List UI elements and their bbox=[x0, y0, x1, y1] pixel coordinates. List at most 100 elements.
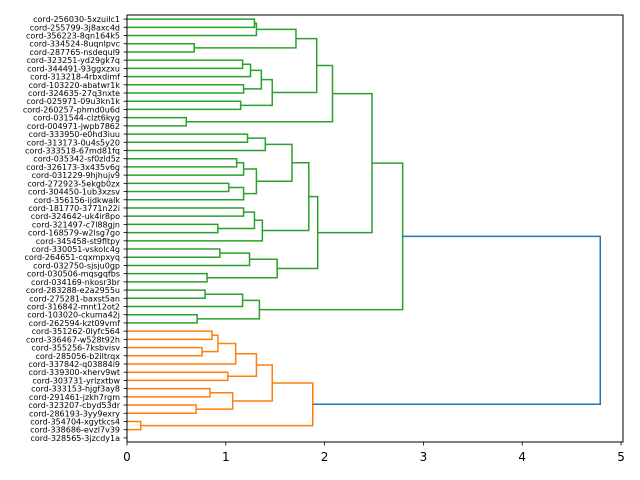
dendrogram-link-d2 bbox=[127, 137, 267, 152]
leaf-label: cord-330051-vskolc4g bbox=[31, 245, 120, 254]
leaf-label: cord-345458-st9fltpy bbox=[36, 237, 120, 246]
leaf-label: cord-260257-phmd0u6d bbox=[23, 105, 120, 114]
dendrogram-link-d5 bbox=[127, 182, 230, 193]
dendrogram-link-b3 bbox=[127, 84, 245, 94]
dendrogram-link-e4 bbox=[127, 219, 264, 242]
leaf-label: cord-333518-67md81fq bbox=[25, 146, 120, 155]
leaf-label: cord-324635-27q3nxte bbox=[28, 89, 120, 98]
x-tick-label: 1 bbox=[222, 450, 230, 464]
leaf-label: cord-328565-3jzcdy1a bbox=[30, 434, 120, 443]
dendrogram-link-e2 bbox=[127, 223, 219, 234]
leaf-label: cord-354704-xgytkcs4 bbox=[30, 417, 120, 426]
leaf-label: cord-316842-mnt12ot2 bbox=[27, 303, 120, 312]
dendrogram-link-c2 bbox=[127, 116, 188, 127]
leaf-label: cord-323207-cbyd53dr bbox=[28, 401, 120, 410]
dendrogram-link-h8 bbox=[127, 404, 197, 415]
dendrogram-link-f5 bbox=[277, 195, 319, 270]
dendrogram-link-e3 bbox=[217, 211, 256, 230]
leaf-label: cord-336467-w528t92h bbox=[26, 335, 120, 344]
dendrogram-link-h6 bbox=[227, 352, 258, 378]
leaf-label: cord-264651-cqxmpxyq bbox=[25, 253, 120, 262]
dendrogram-link-g0 bbox=[317, 92, 373, 234]
leaf-label: cord-031544-clzt6kyg bbox=[33, 114, 120, 123]
leaf-label: cord-355256-7ksbvisv bbox=[31, 344, 120, 353]
dendrogram-link-g5 bbox=[259, 162, 404, 311]
x-tick-label: 2 bbox=[321, 450, 329, 464]
leaf-label: cord-283288-e2a2955u bbox=[26, 286, 120, 295]
dendrogram-link-e1 bbox=[127, 207, 245, 217]
leaf-label: cord-339300-xherv9wt bbox=[29, 368, 120, 377]
dendrogram-link-b1 bbox=[127, 59, 244, 70]
dendrogram-link-f1 bbox=[127, 248, 221, 258]
leaf-label: cord-287765-nsdequl9 bbox=[29, 48, 120, 57]
leaf-label: cord-323251-yd29gk7q bbox=[26, 56, 120, 65]
dendrogram-link-d7 bbox=[243, 168, 258, 195]
dendrogram-link-b4 bbox=[243, 69, 263, 90]
leaf-label: cord-356223-8qn164k5 bbox=[26, 32, 120, 41]
dendrogram-link-a1 bbox=[127, 18, 256, 29]
dendrogram-link-a4 bbox=[194, 28, 297, 49]
leaf-label: cord-344491-93ggxzxu bbox=[27, 64, 120, 73]
leaf-label: cord-275281-baxst5an bbox=[29, 294, 120, 303]
leaf-label: cord-103220-abatwr1k bbox=[29, 81, 121, 90]
dendrogram-link-b6 bbox=[240, 78, 273, 107]
dendrogram-link-d6 bbox=[127, 186, 245, 201]
dendrogram-link-h10 bbox=[232, 364, 273, 402]
dendrogram-link-h9 bbox=[196, 391, 234, 410]
dendrogram-link-h11 bbox=[127, 420, 142, 431]
leaf-label: cord-256030-5xzuilc1 bbox=[33, 15, 120, 24]
dendrogram-link-h3 bbox=[202, 334, 219, 353]
dendrogram-link-e5 bbox=[262, 162, 310, 232]
plot-frame bbox=[126, 14, 624, 443]
leaf-label: cord-324642-uk4ir8po bbox=[31, 212, 120, 221]
dendrogram-link-f4 bbox=[207, 258, 278, 279]
dendrogram-links bbox=[127, 18, 602, 431]
leaf-label: cord-285056-b2iltrqx bbox=[35, 352, 120, 361]
leaf-label: cord-338686-evzl7v39 bbox=[30, 426, 120, 435]
dendrogram-link-h1 bbox=[127, 330, 213, 341]
leaf-label: cord-004971-jwpb7862 bbox=[27, 122, 120, 131]
dendrogram-link-g1 bbox=[127, 289, 206, 300]
x-tick-label: 3 bbox=[420, 450, 428, 464]
dendrogram-link-a2 bbox=[127, 22, 258, 37]
dendrogram-link-h2 bbox=[127, 346, 203, 357]
dendrogram-link-f3 bbox=[127, 272, 208, 283]
leaf-label: cord-262594-kzt09vmf bbox=[29, 319, 121, 328]
dendrogram-link-b5 bbox=[127, 100, 242, 111]
dendrogram-link-g3 bbox=[127, 313, 198, 324]
leaf-label: cord-351262-0lyfc564 bbox=[32, 327, 120, 336]
leaf-label: cord-313218-4rbxdimf bbox=[30, 73, 120, 82]
leaf-label: cord-333950-e0hd3iuu bbox=[29, 130, 120, 139]
x-axis: 0 1 2 3 4 5 bbox=[123, 442, 625, 464]
leaf-label: cord-031229-9hjhujv9 bbox=[32, 171, 120, 180]
leaf-label: cord-103020-ckuma42j bbox=[27, 311, 120, 320]
leaf-label: cord-035342-sf0zld5z bbox=[33, 155, 120, 164]
dendrogram-link-root bbox=[312, 235, 602, 406]
x-tick-label: 4 bbox=[518, 450, 526, 464]
x-tick-label: 0 bbox=[123, 450, 131, 464]
dendrogram-link-h5 bbox=[127, 371, 229, 382]
leaf-label: cord-025971-09u3kn1k bbox=[26, 97, 120, 106]
leaf-label: cord-356156-ijdkwalk bbox=[34, 196, 121, 205]
leaf-label: cord-321497-c7l88gjn bbox=[32, 220, 120, 229]
dendrogram-link-h4 bbox=[127, 342, 237, 365]
x-tick-label: 5 bbox=[617, 450, 625, 464]
dendrogram-link-d1 bbox=[127, 133, 249, 144]
dendrogram-link-h7 bbox=[127, 387, 211, 398]
dendrogram-link-d4 bbox=[127, 162, 245, 176]
leaf-label: cord-291461-jzkh7rgm bbox=[29, 393, 120, 402]
leaf-label: cord-034169-nkosr3br bbox=[31, 278, 121, 287]
leaf-label: cord-272923-5ekgb0zx bbox=[27, 179, 120, 188]
leaf-label: cord-181770-3771n22i bbox=[28, 204, 120, 213]
leaf-label: cord-334524-8uqnlpvc bbox=[29, 40, 120, 49]
leaf-label: cord-304450-1ub3xzsv bbox=[28, 188, 120, 197]
leaf-label: cord-286193-3yy9exry bbox=[29, 409, 120, 418]
leaf-label: cord-255799-3j8axc4d bbox=[30, 23, 120, 32]
leaf-label: cord-326173-3x435v6g bbox=[26, 163, 120, 172]
leaf-label: cord-168579-w2lsg7go bbox=[28, 229, 120, 238]
leaf-label: cord-032750-sjsju0gp bbox=[33, 261, 120, 270]
dendrogram-link-a3 bbox=[127, 42, 195, 53]
leaf-label: cord-333153-hjgf3ay8 bbox=[31, 385, 120, 394]
dendrogram-link-g2 bbox=[127, 293, 244, 308]
